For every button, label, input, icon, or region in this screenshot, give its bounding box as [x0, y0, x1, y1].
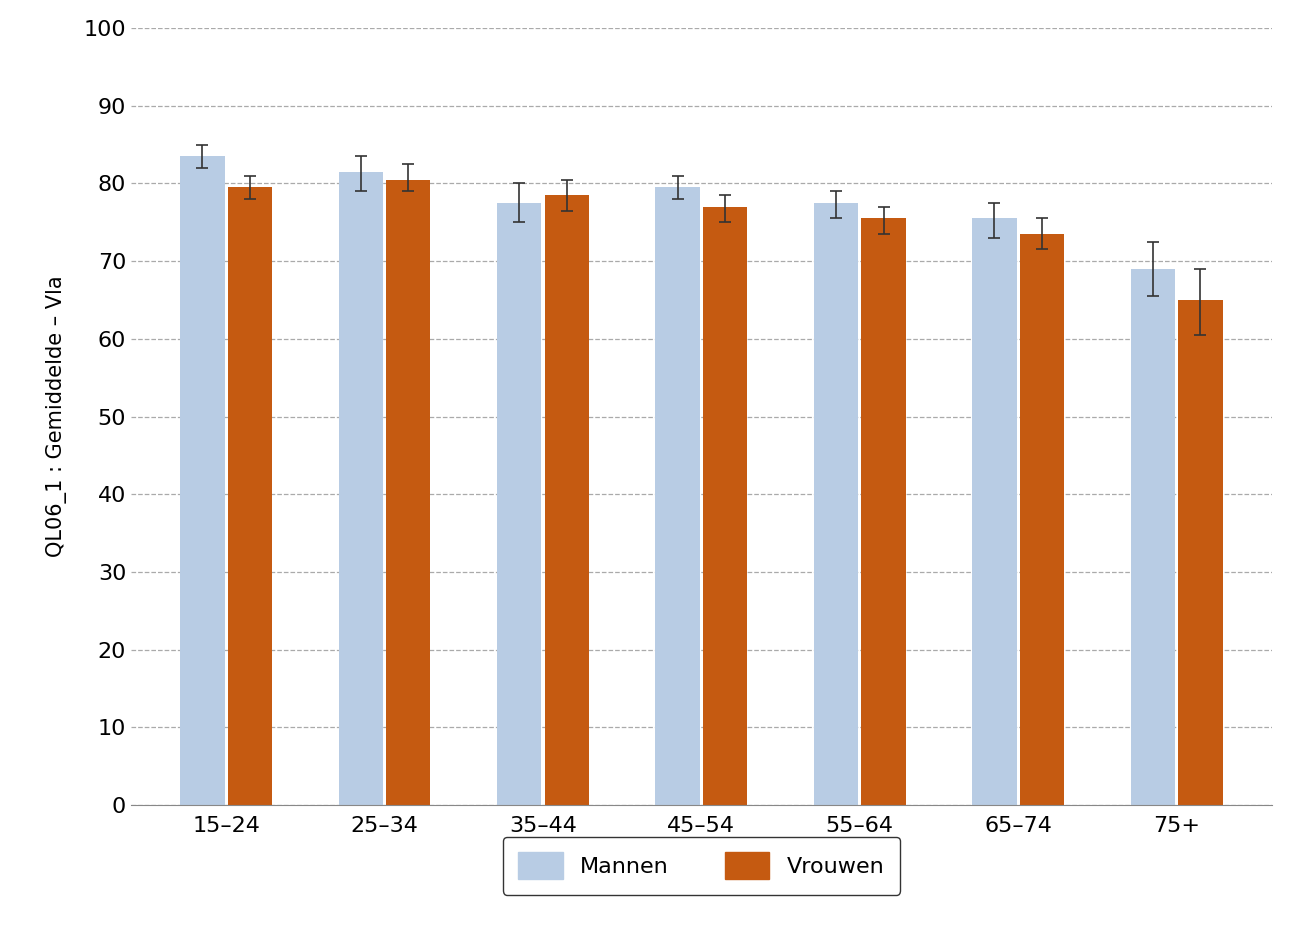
Bar: [387, 180, 430, 805]
Bar: [1130, 269, 1175, 805]
Bar: [814, 203, 859, 805]
Bar: [656, 187, 700, 805]
Bar: [861, 218, 906, 805]
Bar: [497, 203, 541, 805]
Bar: [1020, 234, 1065, 805]
Legend: Mannen, Vrouwen: Mannen, Vrouwen: [502, 837, 901, 895]
Bar: [180, 156, 224, 805]
Bar: [703, 207, 747, 805]
Y-axis label: QL06_1 : Gemiddelde – Vla: QL06_1 : Gemiddelde – Vla: [46, 276, 67, 557]
Bar: [338, 172, 383, 805]
Bar: [1179, 300, 1223, 805]
Bar: [544, 195, 589, 805]
Bar: [228, 187, 273, 805]
Bar: [973, 218, 1016, 805]
